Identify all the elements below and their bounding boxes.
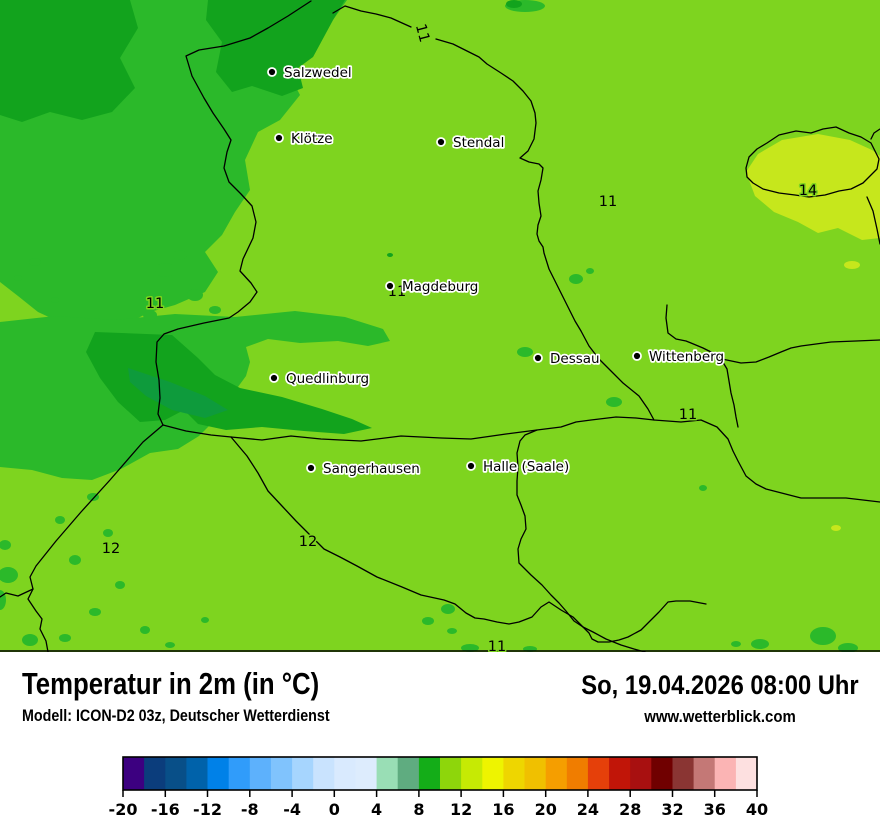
city-label: Quedlinburg (286, 371, 369, 387)
svg-text:0: 0 (329, 800, 340, 819)
colorbar-ticks (122, 790, 758, 797)
city-dot (269, 373, 279, 383)
svg-text:36: 36 (704, 800, 726, 819)
svg-text:-16: -16 (151, 800, 180, 819)
svg-text:24: 24 (577, 800, 599, 819)
svg-text:-8: -8 (241, 800, 259, 819)
region-altmark-dark-green (206, 0, 345, 96)
colorbar-frame (122, 756, 758, 791)
valid-datetime: So, 19.04.2026 08:00 Uhr (581, 670, 859, 700)
region-harz-dark-green (86, 332, 372, 434)
city-dot (267, 67, 277, 77)
contour-labels: 11 11 14 11 11 11 12 12 11 (100, 21, 818, 652)
city-dot (306, 463, 316, 473)
contour-label: 12 (102, 541, 120, 557)
city-marker-kloetze: Klötze (274, 129, 334, 149)
svg-text:-12: -12 (193, 800, 222, 819)
model-info: Modell: ICON-D2 03z, Deutscher Wetterdie… (22, 706, 330, 725)
svg-text:20: 20 (535, 800, 557, 819)
border-east-branch (721, 339, 880, 364)
contour-label: 11 (412, 22, 432, 44)
border-halle-loop (516, 429, 646, 652)
city-label: Halle (Saale) (483, 459, 569, 475)
svg-text:-20: -20 (109, 800, 138, 819)
colorbar-segments (123, 757, 757, 790)
svg-text:28: 28 (619, 800, 641, 819)
border-wittenberg-branch (665, 304, 739, 428)
border-berlin-ring (745, 126, 880, 198)
city-dot (436, 137, 446, 147)
city-marker-wittenberg: Wittenberg (632, 347, 726, 367)
contour-label: 12 (299, 534, 317, 550)
city-marker-halle: Halle (Saale) (466, 457, 571, 477)
city-marker-dessau: Dessau (533, 349, 601, 369)
border-northeast (332, 5, 655, 421)
city-dot (274, 133, 284, 143)
city-marker-salzwedel: Salzwedel (267, 63, 353, 83)
svg-text:-4: -4 (283, 800, 301, 819)
city-dot (632, 351, 642, 361)
border-lines (0, 0, 880, 652)
city-label: Salzwedel (284, 65, 352, 81)
city-label: Dessau (550, 351, 600, 367)
region-harz-deep-green (128, 368, 228, 418)
map-canvas: 11 11 14 11 11 11 12 12 11 Salzwedel Klö… (0, 0, 880, 652)
colorbar-tick-labels: -20 -16 -12 -8 -4 0 4 8 12 16 20 24 28 3… (109, 800, 769, 819)
border-west-saxony-anhalt (155, 0, 312, 426)
svg-text:12: 12 (450, 800, 472, 819)
temperature-colorbar: -20 -16 -12 -8 -4 0 4 8 12 16 20 24 28 3… (109, 756, 769, 819)
contour-label: 11 (679, 407, 697, 423)
svg-text:4: 4 (371, 800, 382, 819)
city-label: Sangerhausen (323, 461, 420, 477)
border-south-middle (162, 416, 880, 503)
svg-text:16: 16 (492, 800, 514, 819)
city-dot (466, 461, 476, 471)
city-markers: Salzwedel Klötze Stendal Magdeburg Dessa… (267, 63, 726, 479)
border-southwest (27, 424, 164, 652)
city-label: Magdeburg (402, 279, 478, 295)
region-berlin-warm (746, 134, 880, 240)
city-label: Wittenberg (649, 349, 724, 365)
border-berlin-south-stub (866, 196, 880, 245)
contour-label: 11 (488, 639, 506, 652)
dark-green-specks (387, 0, 522, 257)
border-thuringia-south (230, 436, 707, 643)
website-url: www.wetterblick.com (644, 707, 796, 726)
city-dot (533, 353, 543, 363)
city-dot (385, 281, 395, 291)
temperature-map: 11 11 14 11 11 11 12 12 11 Salzwedel Klö… (0, 0, 880, 652)
border-southwest-spur (0, 588, 34, 598)
contour-label: 11 (146, 296, 164, 312)
contour-label: 11 (599, 194, 617, 210)
svg-text:32: 32 (661, 800, 683, 819)
contour-label: 14 (799, 183, 817, 199)
page-title: Temperatur in 2m (in °C) (22, 666, 320, 701)
city-marker-sangerhausen: Sangerhausen (306, 459, 422, 479)
region-nw-dark-green (0, 0, 138, 122)
warm-specks (831, 261, 860, 531)
city-marker-stendal: Stendal (436, 133, 506, 153)
city-label: Klötze (291, 131, 333, 147)
svg-text:40: 40 (746, 800, 768, 819)
city-marker-quedlinburg: Quedlinburg (269, 369, 371, 389)
border-berlin-east-stub (870, 128, 880, 140)
map-footer (0, 652, 880, 830)
svg-text:8: 8 (413, 800, 424, 819)
city-marker-magdeburg: Magdeburg (385, 277, 480, 297)
city-label: Stendal (453, 135, 504, 151)
